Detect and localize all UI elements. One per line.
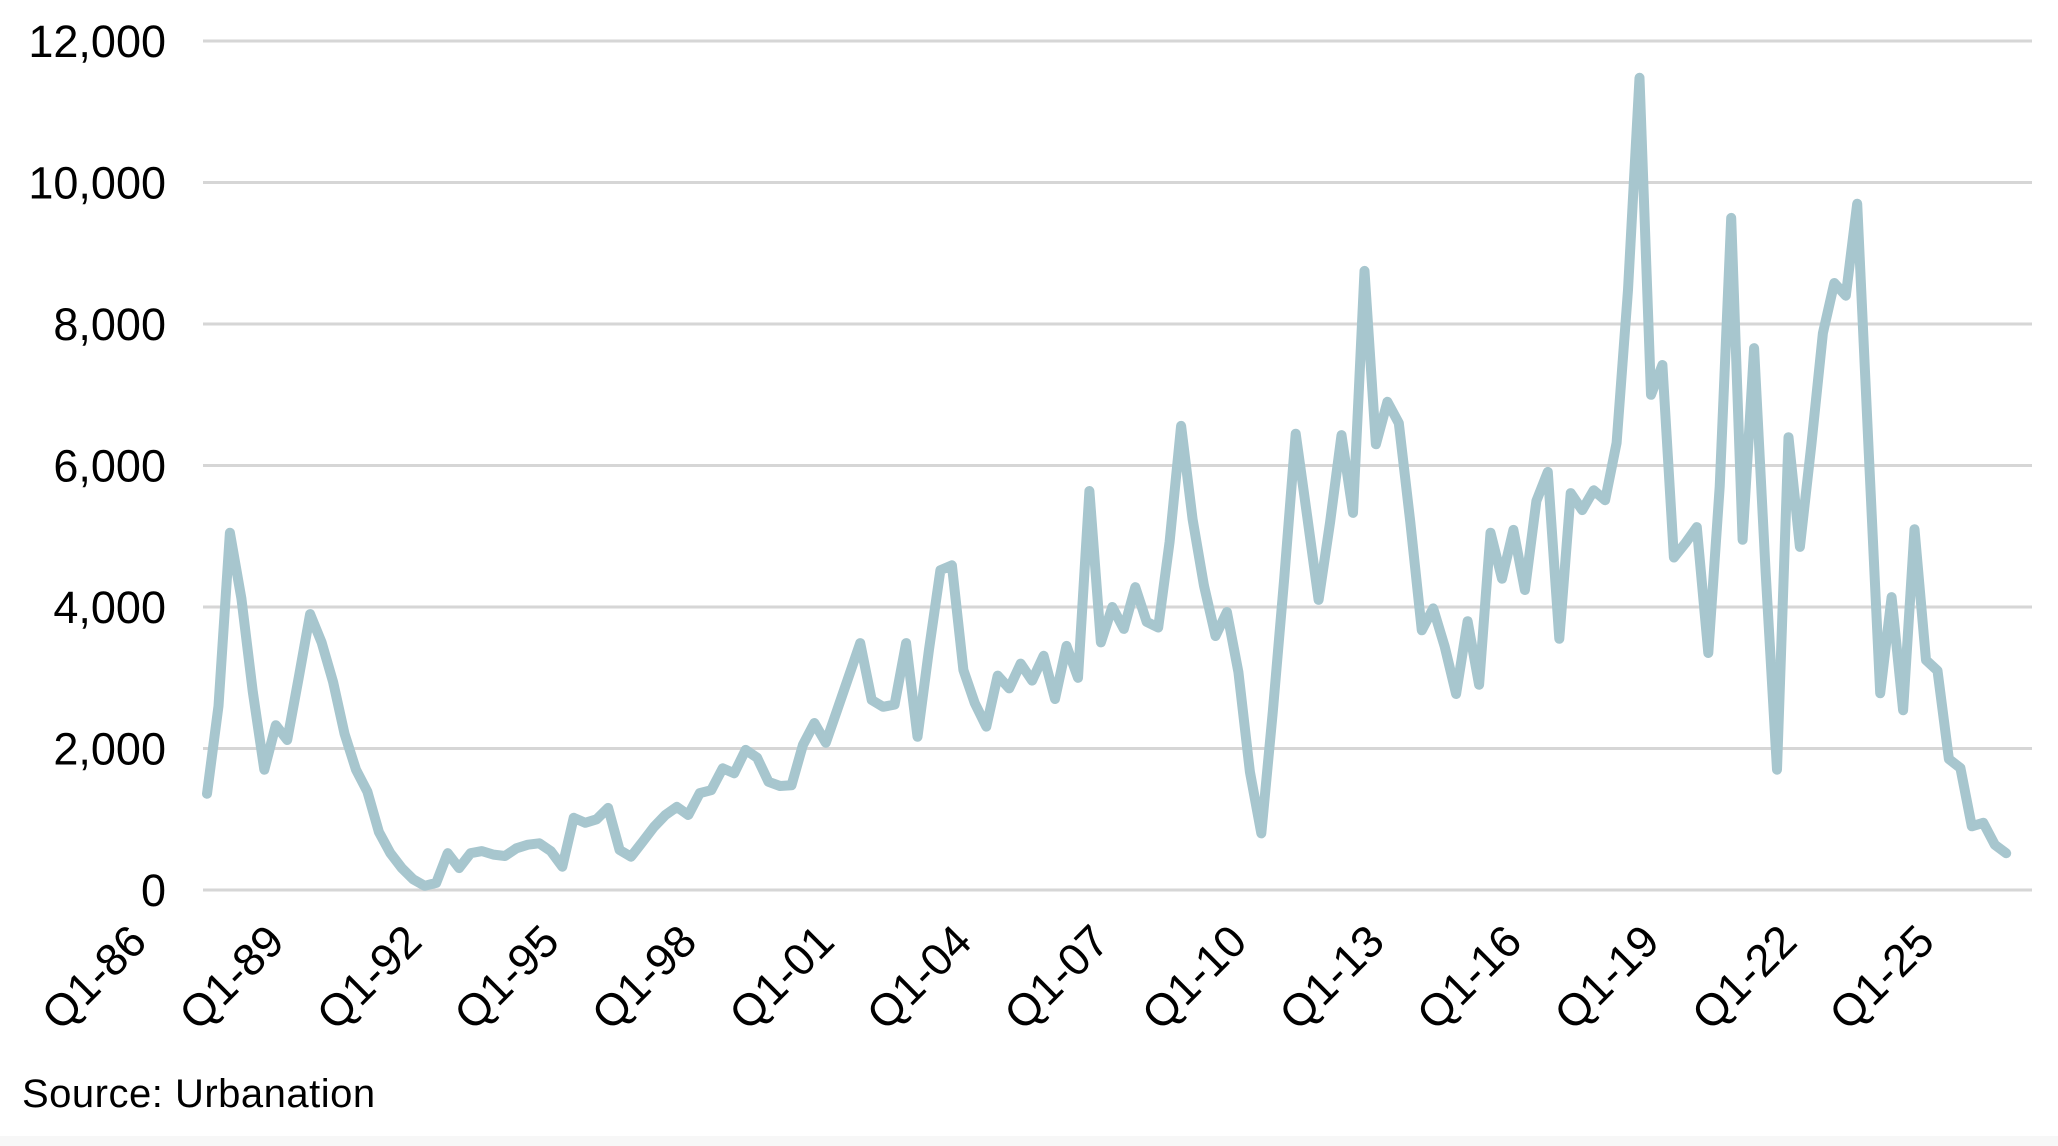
x-axis-tick-label: Q1-98 [582,915,707,1040]
y-axis-tick-label: 0 [141,865,166,916]
x-axis-tick-label: Q1-89 [169,915,294,1040]
sales-series-line [202,72,2012,891]
x-axis-tick-label: Q1-16 [1407,915,1532,1040]
source-note: Source: Urbanation [22,1072,376,1116]
y-axis-tick-label: 4,000 [53,582,166,633]
y-axis-tick-label: 12,000 [28,16,166,67]
y-axis-tick-label: 10,000 [28,158,166,209]
x-axis-tick-label: Q1-22 [1682,915,1807,1040]
x-axis-tick-label: Q1-92 [307,915,432,1040]
x-axis-tick-label: Q1-95 [444,915,569,1040]
x-axis-tick-label: Q1-19 [1544,915,1669,1040]
y-axis-tick-label: 8,000 [53,299,166,350]
bottom-strip [0,1136,2058,1146]
x-axis-tick-label: Q1-25 [1819,915,1944,1040]
x-axis-tick-label: Q1-86 [32,915,157,1040]
y-axis-tick-label: 2,000 [53,724,166,775]
x-axis-tick-label: Q1-10 [1132,915,1257,1040]
x-axis-tick-label: Q1-13 [1269,915,1394,1040]
x-axis-tick-label: Q1-01 [719,915,844,1040]
y-axis-tick-label: 6,000 [53,441,166,492]
x-axis-tick-label: Q1-07 [994,915,1119,1040]
x-axis-tick-label: Q1-04 [857,915,982,1040]
